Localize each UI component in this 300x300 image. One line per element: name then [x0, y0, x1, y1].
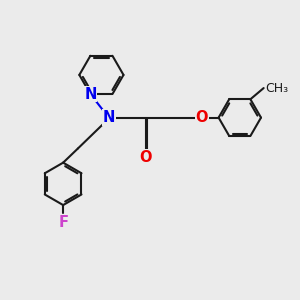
Text: N: N: [84, 86, 97, 101]
Text: F: F: [58, 215, 68, 230]
Text: N: N: [103, 110, 115, 125]
Text: O: O: [195, 110, 208, 125]
Text: CH₃: CH₃: [265, 82, 288, 94]
Text: O: O: [139, 150, 152, 165]
